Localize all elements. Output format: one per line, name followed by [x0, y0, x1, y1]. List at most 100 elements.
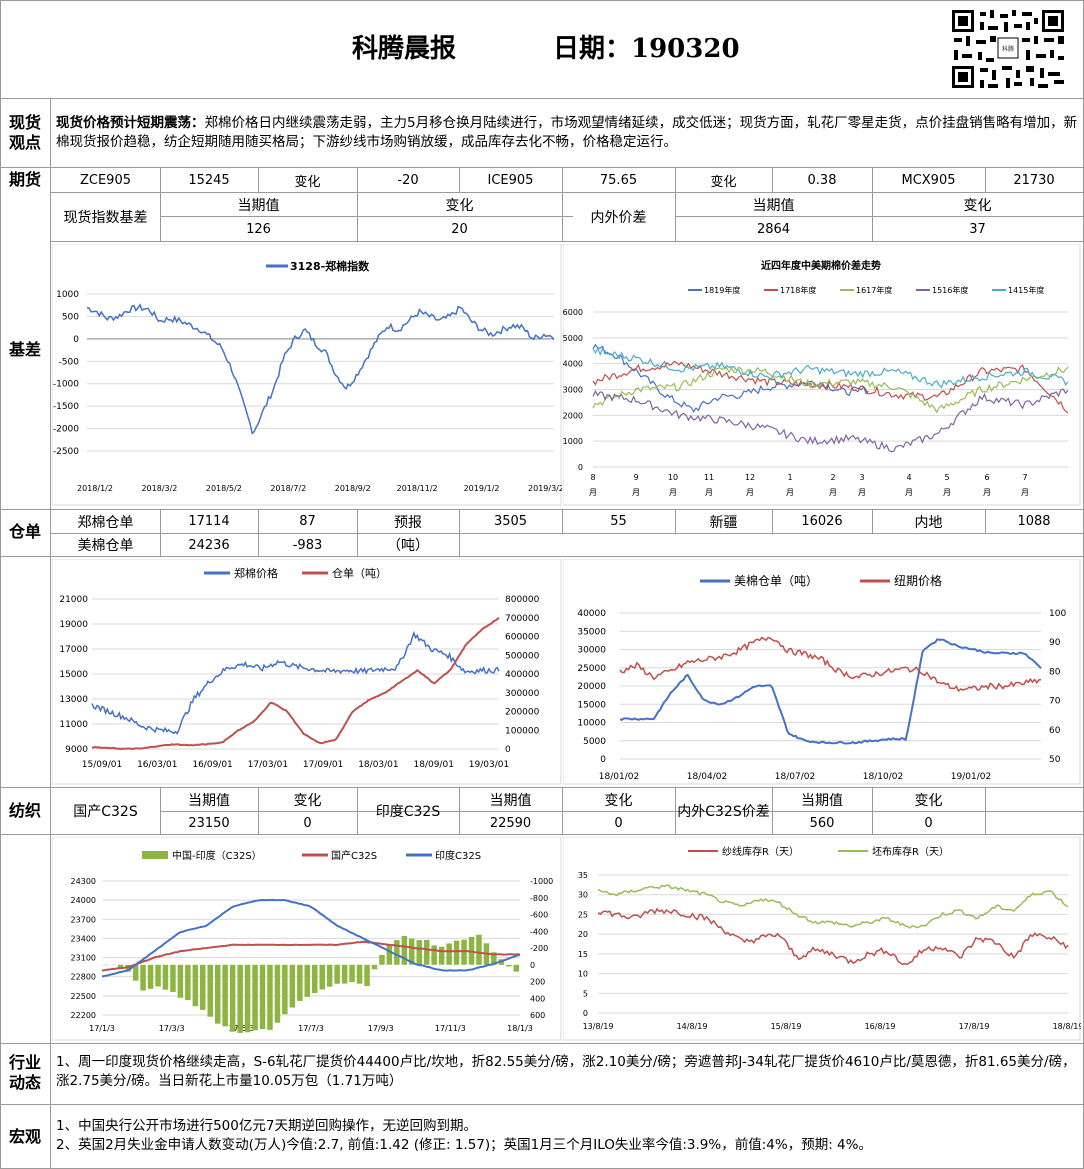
y-tick-right: 600000: [505, 633, 540, 643]
spread-change: 37: [969, 221, 986, 237]
y-tick-right: 100000: [505, 726, 540, 736]
bar: [379, 954, 385, 965]
y-tick-left: 17000: [59, 645, 88, 655]
bar: [304, 964, 310, 997]
bar: [177, 964, 184, 998]
divider-label-column: [50, 98, 51, 1169]
vline-w4: [459, 510, 460, 556]
legend-label: 美棉仓单（吨）: [734, 574, 818, 588]
x-tick-label: 2018/5/2: [206, 484, 242, 493]
series-line-cloth: [597, 884, 1069, 929]
x-tick-number: 12: [745, 473, 755, 482]
legend-label: 1819年度: [704, 285, 740, 295]
x-tick-unit: 月: [905, 488, 913, 497]
y-tick-label: 500: [62, 312, 79, 322]
y-tick-left: 10000: [577, 719, 606, 729]
x-tick-label: 18/10/02: [863, 772, 903, 782]
vline-t5: [562, 788, 563, 834]
bar: [334, 964, 340, 984]
bar: [371, 964, 378, 970]
bar: [274, 964, 281, 1023]
svg-text:科腾: 科腾: [1002, 45, 1014, 53]
legend-label-index: 3128-郑棉指数: [290, 259, 370, 273]
spread32-current-label: 当期值: [801, 792, 843, 809]
x-tick-label: 17/7/3: [298, 1024, 324, 1033]
divider-basis: [0, 509, 1084, 510]
india-change: 0: [614, 815, 623, 831]
series-line-yarn: [597, 907, 1069, 966]
bar: [259, 964, 266, 1029]
bar: [319, 964, 325, 990]
series-line-4: [592, 346, 1069, 389]
y-tick-right: 70: [1049, 697, 1061, 707]
x-tick-unit: 月: [858, 488, 866, 497]
bar: [117, 964, 124, 969]
y-tick-label: 4000: [563, 360, 583, 369]
series-line-india: [101, 898, 521, 978]
bar: [192, 964, 199, 1007]
divider-futures-mid-b: [675, 216, 1084, 217]
us-warehouse-change: -983: [292, 537, 323, 553]
y-tick-left: 0: [600, 755, 606, 765]
chart-zce-price-warehouse: 郑棉价格 仓单（吨） 21000 19000 17000 15000 13000 11000…: [52, 559, 562, 785]
bar: [312, 964, 318, 994]
forecast-change: 55: [610, 514, 627, 529]
divider-warehouse: [0, 556, 1084, 557]
section-spot-label: 现货观点: [8, 113, 41, 152]
y-tick-left: 35000: [577, 627, 606, 637]
bar: [170, 964, 176, 992]
vline-f6: [675, 168, 676, 241]
y-tick-right: 0: [505, 745, 511, 755]
section-warehouse-label: 仓单: [8, 522, 41, 541]
x-tick-number: 10: [668, 473, 678, 482]
x-tick-number: 5: [944, 473, 949, 482]
y-tick-left: 22500: [71, 992, 96, 1001]
x-tick-unit: 月: [632, 488, 640, 497]
x-tick-label: 18/07/02: [775, 772, 815, 782]
x-tick-unit: 月: [705, 488, 713, 497]
futures-zce-price: 15245: [188, 172, 230, 188]
x-tick-label: 17/3/3: [159, 1024, 185, 1033]
bar: [147, 964, 154, 989]
index-basis-current-label: 当期值: [237, 197, 280, 214]
y-tick-left: 24000: [71, 896, 96, 905]
y-tick-label: -2000: [53, 425, 79, 435]
domestic-change: 0: [303, 815, 312, 831]
x-tick-unit: 月: [786, 488, 794, 497]
report-date: 日期：190320: [553, 34, 740, 64]
x-tick-label: 2018/7/2: [270, 484, 306, 493]
y-tick-label: 0: [583, 1009, 588, 1018]
vline-f8: [872, 168, 873, 241]
x-tick-unit: 月: [746, 488, 754, 497]
y-tick-left: 22800: [71, 973, 96, 982]
x-tick-label: 2018/1/2: [77, 484, 113, 493]
x-tick-label: 18/03/01: [358, 760, 398, 770]
x-tick-number: 9: [633, 473, 638, 482]
series-line-zce-price: [91, 630, 500, 735]
bar: [461, 939, 467, 965]
vline-t4: [459, 788, 460, 834]
y-tick-label: 6000: [563, 308, 583, 317]
x-tick-label: 18/04/02: [687, 772, 727, 782]
y-tick-left: 23400: [71, 934, 96, 943]
macro-line-2: 2、英国2月失业金申请人数变动(万人)今值:2.7, 前值:1.42 (修正: …: [56, 1137, 872, 1153]
x-tick-label: 18/09/01: [414, 760, 454, 770]
india-change-label: 变化: [604, 792, 633, 809]
y-tick-right: 200000: [505, 708, 540, 718]
y-tick-left: 19000: [59, 620, 88, 630]
vline-w6: [675, 510, 676, 534]
futures-zce-contract: ZCE905: [79, 172, 131, 188]
legend-label: 纱线库存R（天）: [722, 845, 799, 858]
spread32-current: 560: [809, 815, 835, 831]
divider-futures-row1: [50, 192, 1084, 193]
bar: [326, 964, 333, 987]
chart-title-spread: 近四年度中美期棉价差走势: [761, 259, 881, 272]
chart-us-warehouse-ny: 美棉仓单（吨） 纽期价格 40000 35000 30000 25000 20000 150…: [563, 559, 1081, 785]
bar: [252, 964, 258, 1031]
vline-f9: [985, 168, 986, 192]
bar: [356, 964, 363, 984]
y-tick-right: 400: [530, 994, 545, 1003]
y-tick-label: 20: [578, 930, 588, 939]
divider-charts3: [0, 1043, 1084, 1044]
bar: [364, 964, 370, 987]
